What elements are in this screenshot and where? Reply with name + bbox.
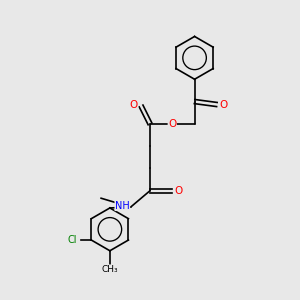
Text: CH₃: CH₃ [102,265,118,274]
Text: NH: NH [115,201,130,211]
Text: O: O [168,119,176,129]
Text: O: O [175,186,183,196]
Text: O: O [219,100,227,110]
Text: Cl: Cl [68,235,77,245]
Text: O: O [130,100,138,110]
